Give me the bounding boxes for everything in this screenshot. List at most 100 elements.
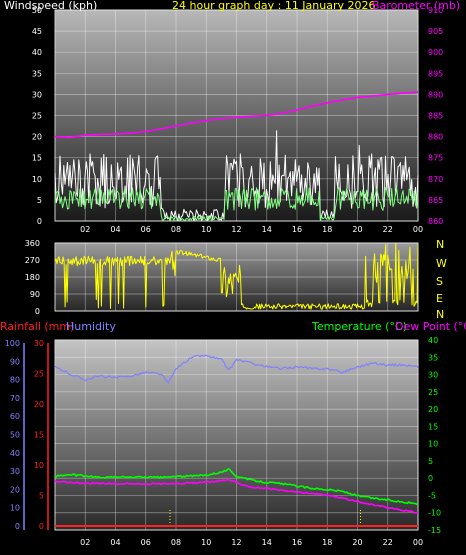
baro-y-tick-label: 905 <box>428 27 443 36</box>
wind-average-series-line <box>54 187 419 222</box>
wind-x-tick-label: 02 <box>80 225 90 234</box>
humidity-y-tick-label: 30 <box>10 467 20 476</box>
baro-y-tick-label: 875 <box>428 154 443 163</box>
wind-y-tick-label: 20 <box>32 133 42 142</box>
chart-title: 24 hour graph day : 11 January 2026 <box>172 0 376 12</box>
humidity-y-tick-label: 90 <box>10 357 20 366</box>
humidity-y-tick-label: 20 <box>10 485 20 494</box>
rain-axis-title: Rainfall (mm) <box>0 320 74 333</box>
temp-x-tick-label: 10 <box>201 538 211 547</box>
wind-y-tick-label: 45 <box>32 27 42 36</box>
wind-x-tick-label: 04 <box>110 225 120 234</box>
temperature-axis-title: Temperature (°C) <box>311 320 407 333</box>
compass-e: E <box>436 292 443 305</box>
humidity-axis-title: Humidity <box>66 320 116 333</box>
wind-x-tick-label: 08 <box>171 225 181 234</box>
wind-x-tick-label: 10 <box>201 225 211 234</box>
rain-y-tick-label: 15 <box>34 431 44 440</box>
humidity-y-tick-label: 10 <box>10 504 20 513</box>
direction-y-tick-label: 180 <box>25 273 40 282</box>
temp-y-tick-label: 40 <box>428 336 438 345</box>
temp-x-tick-label: 16 <box>292 538 302 547</box>
temp-x-tick-label: 08 <box>171 538 181 547</box>
wind-x-tick-label: 18 <box>322 225 332 234</box>
baro-y-tick-label: 890 <box>428 90 443 99</box>
humidity-y-tick-label: 0 <box>15 522 20 531</box>
rain-y-tick-label: 5 <box>39 492 44 501</box>
wind-y-tick-label: 40 <box>32 48 42 57</box>
temp-x-tick-label: 12 <box>231 538 241 547</box>
wind-x-tick-label: 12 <box>231 225 241 234</box>
wind-y-tick-label: 25 <box>32 112 42 121</box>
wind-axis-title: Windspeed (kph) <box>4 0 97 12</box>
dewpoint-series-line <box>54 478 419 514</box>
wind-y-tick-label: 50 <box>32 6 42 15</box>
wind-x-tick-label: 20 <box>352 225 362 234</box>
baro-y-tick-label: 865 <box>428 196 443 205</box>
compass-n-top: N <box>436 238 444 251</box>
wind-x-tick-label: 14 <box>262 225 272 234</box>
baro-y-tick-label: 895 <box>428 69 443 78</box>
temp-panel-bg <box>54 339 419 531</box>
temp-y-tick-label: 5 <box>428 457 433 466</box>
baro-axis-title: Barometer (mb) <box>372 0 460 12</box>
direction-y-tick-label: 0 <box>35 307 40 316</box>
baro-y-tick-label: 900 <box>428 48 443 57</box>
baro-y-tick-label: 910 <box>428 6 443 15</box>
humidity-y-tick-label: 100 <box>5 339 20 348</box>
wind-x-tick-label: 22 <box>383 225 393 234</box>
series-layer <box>54 91 419 527</box>
temp-y-tick-label: -10 <box>428 509 441 518</box>
temp-x-tick-label: 02 <box>80 538 90 547</box>
temp-y-tick-label: 35 <box>428 353 438 362</box>
baro-y-tick-label: 860 <box>428 217 443 226</box>
wind-x-tick-label: 06 <box>141 225 151 234</box>
grid-lines <box>23 9 419 531</box>
rain-y-tick-label: 10 <box>34 461 44 470</box>
direction-y-tick-label: 90 <box>30 290 40 299</box>
temp-y-tick-label: -15 <box>428 526 441 535</box>
wind-panel-bg <box>54 9 419 222</box>
compass-s: S <box>436 275 443 288</box>
temp-y-tick-label: 20 <box>428 405 438 414</box>
humidity-y-tick-label: 70 <box>10 394 20 403</box>
rain-y-tick-label: 0 <box>39 522 44 531</box>
wind-x-tick-label: 16 <box>292 225 302 234</box>
dewpoint-axis-title: Dew Point (°C) <box>395 320 466 333</box>
temp-y-tick-label: 25 <box>428 388 438 397</box>
rain-y-tick-label: 25 <box>34 370 44 379</box>
wind-y-tick-label: 0 <box>37 217 42 226</box>
temp-y-tick-label: 30 <box>428 371 438 380</box>
rain-y-tick-label: 30 <box>34 339 44 348</box>
temp-y-tick-label: -5 <box>428 491 436 500</box>
wind-y-tick-label: 10 <box>32 175 42 184</box>
humidity-y-tick-label: 50 <box>10 431 20 440</box>
direction-y-tick-label: 360 <box>25 239 40 248</box>
humidity-y-tick-label: 60 <box>10 412 20 421</box>
temp-y-tick-label: 0 <box>428 474 433 483</box>
rain-y-tick-label: 20 <box>34 400 44 409</box>
humidity-series-line <box>54 354 419 384</box>
temperature-series-line <box>54 468 419 506</box>
humidity-y-tick-label: 80 <box>10 376 20 385</box>
humidity-y-tick-label: 40 <box>10 449 20 458</box>
temp-x-tick-label: 22 <box>383 538 393 547</box>
direction-y-tick-label: 270 <box>25 256 40 265</box>
temp-x-tick-label: 18 <box>322 538 332 547</box>
temp-x-tick-label: 14 <box>262 538 272 547</box>
compass-w: W <box>436 257 447 270</box>
wind-y-tick-label: 30 <box>32 90 42 99</box>
wind-y-tick-label: 35 <box>32 69 42 78</box>
baro-y-tick-label: 880 <box>428 133 443 142</box>
wind-y-tick-label: 5 <box>37 196 42 205</box>
barometer-series-line <box>54 91 419 139</box>
wind-y-tick-label: 15 <box>32 154 42 163</box>
temp-x-tick-label: 00 <box>413 538 423 547</box>
temp-x-tick-label: 20 <box>352 538 362 547</box>
compass-n-bottom: N <box>436 308 444 321</box>
baro-y-tick-label: 870 <box>428 175 443 184</box>
temp-x-tick-label: 06 <box>141 538 151 547</box>
temp-y-tick-label: 15 <box>428 422 438 431</box>
temp-x-tick-label: 04 <box>110 538 120 547</box>
